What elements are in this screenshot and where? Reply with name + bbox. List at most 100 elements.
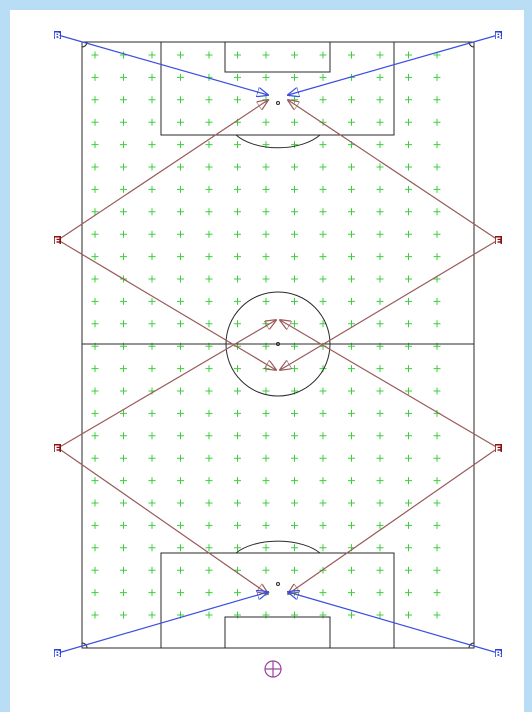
grid-plus-mark bbox=[234, 320, 241, 328]
grid-plus-mark bbox=[348, 566, 355, 574]
grid-plus-mark bbox=[405, 499, 412, 507]
grid-plus-mark bbox=[291, 521, 298, 529]
grid-plus-mark bbox=[376, 544, 384, 552]
grid-plus-mark bbox=[262, 51, 270, 59]
grid-plus-mark bbox=[148, 96, 156, 104]
grid-plus-mark bbox=[348, 454, 355, 462]
grid-plus-mark bbox=[234, 409, 241, 417]
grid-plus-mark bbox=[148, 185, 156, 193]
grid-plus-mark bbox=[262, 454, 270, 462]
grid-plus-mark bbox=[148, 566, 156, 574]
grid-plus-mark bbox=[319, 521, 327, 529]
grid-plus-mark bbox=[376, 320, 384, 328]
grid-plus-mark bbox=[376, 566, 384, 574]
grid-plus-mark bbox=[262, 208, 270, 216]
grid-plus-mark bbox=[234, 208, 241, 216]
red-line-right-upper-to-top bbox=[288, 100, 499, 241]
grid-plus-mark bbox=[148, 320, 156, 328]
grid-plus-mark bbox=[177, 544, 184, 552]
grid-plus-mark bbox=[376, 409, 384, 417]
grid-plus-mark bbox=[177, 208, 184, 216]
grid-plus-mark bbox=[348, 297, 355, 305]
grid-plus-mark bbox=[234, 73, 241, 81]
grid-plus-mark bbox=[291, 230, 298, 238]
grid-plus-mark bbox=[177, 230, 184, 238]
grid-plus-mark bbox=[120, 73, 127, 81]
grid-plus-mark bbox=[405, 253, 412, 261]
blue-node-top-left[interactable]: B bbox=[54, 31, 61, 42]
grid-plus-mark bbox=[148, 141, 156, 149]
grid-plus-mark bbox=[433, 185, 441, 193]
grid-plus-mark bbox=[262, 73, 270, 81]
grid-plus-mark bbox=[348, 320, 355, 328]
grid-plus-mark bbox=[319, 544, 327, 552]
grid-plus-mark bbox=[120, 611, 127, 619]
grid-plus-mark bbox=[291, 477, 298, 485]
grid-plus-mark bbox=[120, 409, 127, 417]
grid-plus-mark bbox=[205, 96, 213, 104]
grid-marks bbox=[91, 51, 441, 619]
grid-plus-mark bbox=[177, 387, 184, 395]
top-goal-area bbox=[224, 41, 331, 73]
grid-plus-mark bbox=[348, 185, 355, 193]
grid-plus-mark bbox=[348, 365, 355, 373]
pitch-markings bbox=[81, 41, 475, 649]
crosshair-circle-icon[interactable] bbox=[264, 660, 282, 678]
grid-plus-mark bbox=[319, 253, 327, 261]
grid-plus-mark bbox=[348, 275, 355, 283]
grid-plus-mark bbox=[91, 566, 99, 574]
grid-plus-mark bbox=[348, 611, 355, 619]
grid-plus-mark bbox=[91, 477, 99, 485]
grid-plus-mark bbox=[376, 230, 384, 238]
grid-plus-mark bbox=[405, 521, 412, 529]
grid-plus-mark bbox=[205, 118, 213, 126]
grid-plus-mark bbox=[91, 96, 99, 104]
grid-plus-mark bbox=[433, 566, 441, 574]
grid-plus-mark bbox=[148, 230, 156, 238]
blue-node-top-right[interactable]: B bbox=[495, 31, 502, 42]
blue-node-bottom-right[interactable]: B bbox=[495, 649, 502, 660]
grid-plus-mark bbox=[433, 141, 441, 149]
grid-plus-mark bbox=[262, 477, 270, 485]
grid-plus-mark bbox=[148, 499, 156, 507]
grid-plus-mark bbox=[91, 185, 99, 193]
grid-plus-mark bbox=[433, 163, 441, 171]
grid-plus-mark bbox=[148, 454, 156, 462]
grid-plus-mark bbox=[120, 141, 127, 149]
grid-plus-mark bbox=[291, 73, 298, 81]
grid-plus-mark bbox=[433, 320, 441, 328]
grid-plus-mark bbox=[91, 253, 99, 261]
grid-plus-mark bbox=[405, 409, 412, 417]
grid-plus-mark bbox=[234, 230, 241, 238]
grid-plus-mark bbox=[376, 96, 384, 104]
blue-node-bottom-left[interactable]: B bbox=[54, 649, 61, 660]
grid-plus-mark bbox=[319, 208, 327, 216]
grid-plus-mark bbox=[319, 141, 327, 149]
grid-plus-mark bbox=[234, 275, 241, 283]
grid-plus-mark bbox=[319, 297, 327, 305]
grid-plus-mark bbox=[433, 477, 441, 485]
grid-plus-mark bbox=[205, 544, 213, 552]
grid-plus-mark bbox=[433, 499, 441, 507]
grid-plus-mark bbox=[205, 230, 213, 238]
blue-node-label: B bbox=[495, 32, 502, 42]
grid-plus-mark bbox=[291, 544, 298, 552]
red-line-right-lower-to-center bbox=[280, 320, 499, 449]
blue-node-label: B bbox=[495, 650, 502, 660]
red-node-left-lower[interactable]: E bbox=[54, 444, 61, 455]
red-node-right-upper[interactable]: E bbox=[495, 236, 502, 247]
corner-arc-top-left bbox=[81, 41, 88, 48]
grid-plus-mark bbox=[405, 185, 412, 193]
red-line-left-upper-to-top bbox=[57, 100, 268, 241]
grid-plus-mark bbox=[291, 454, 298, 462]
grid-plus-mark bbox=[291, 566, 298, 574]
grid-plus-mark bbox=[120, 208, 127, 216]
grid-plus-mark bbox=[148, 275, 156, 283]
grid-plus-mark bbox=[177, 118, 184, 126]
grid-plus-mark bbox=[148, 544, 156, 552]
grid-plus-mark bbox=[234, 96, 241, 104]
red-node-right-lower[interactable]: E bbox=[495, 444, 502, 455]
red-node-left-upper[interactable]: E bbox=[54, 236, 61, 247]
grid-plus-mark bbox=[177, 96, 184, 104]
grid-plus-mark bbox=[405, 544, 412, 552]
